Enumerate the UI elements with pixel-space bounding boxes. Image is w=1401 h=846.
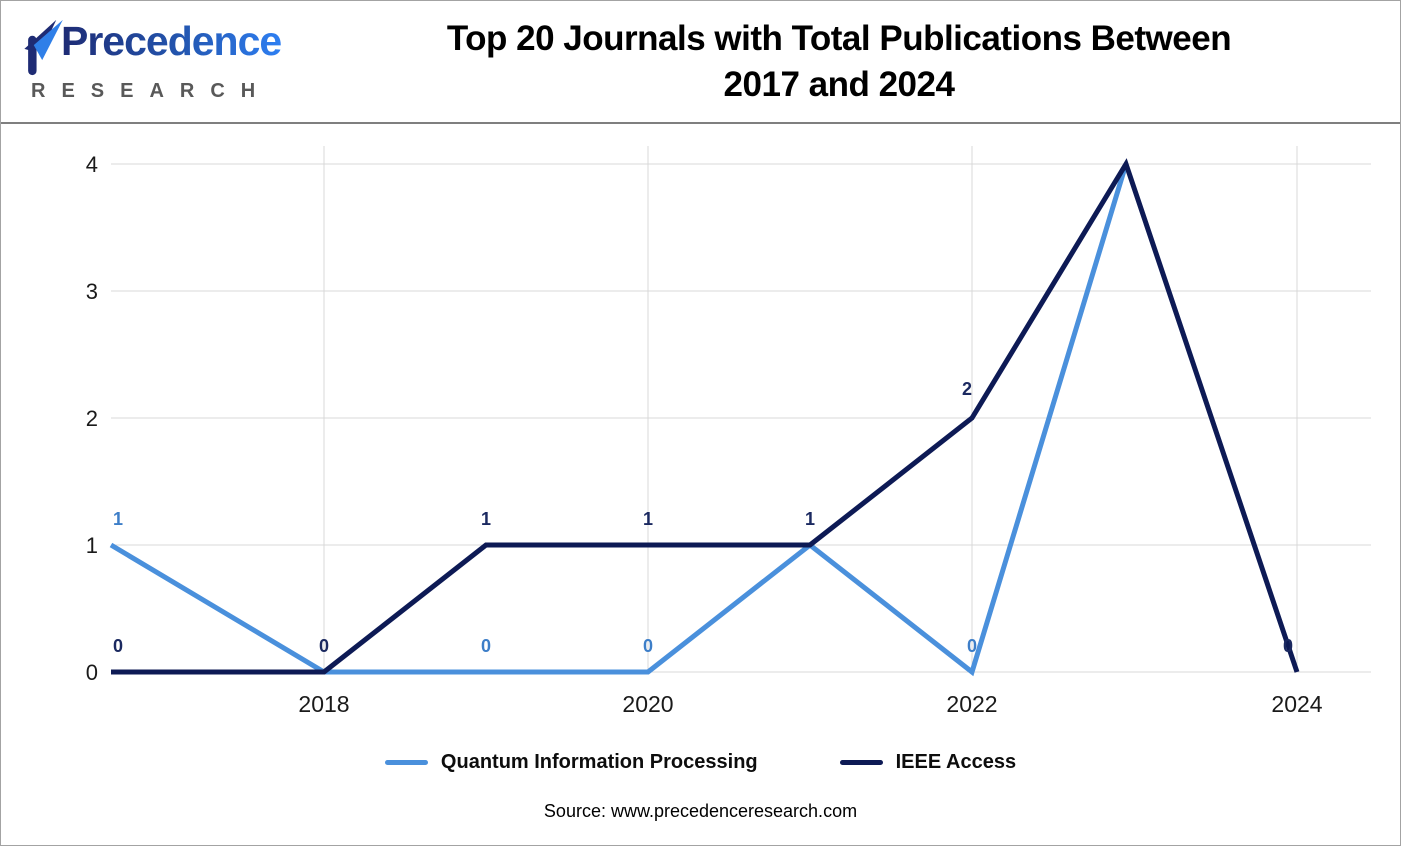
data-label: 0 (1283, 636, 1293, 656)
y-tick-label: 1 (86, 533, 98, 558)
data-label: 2 (962, 379, 972, 399)
data-label: 0 (481, 636, 491, 656)
legend-marker-line (384, 760, 428, 765)
data-label: 1 (113, 509, 123, 529)
chart-title-line1: Top 20 Journals with Total Publications … (446, 19, 1232, 58)
x-tick-label: 2024 (1271, 691, 1322, 717)
data-label: 0 (967, 636, 977, 656)
precedence-research-logo: Precedence RESEARCH (21, 15, 301, 103)
data-label: 1 (805, 509, 815, 529)
legend-label: IEEE Access (895, 751, 1017, 773)
chart-legend: Quantum Information Processing IEEE Acces… (1, 751, 1400, 774)
y-tick-label: 2 (86, 406, 98, 431)
header-divider (1, 122, 1400, 124)
legend-marker-line (839, 760, 883, 765)
data-label: 1 (481, 509, 491, 529)
legend-label: Quantum Information Processing (440, 751, 758, 773)
data-label: 0 (113, 636, 123, 656)
chart-title: Top 20 Journals with Total Publications … (284, 16, 1394, 108)
data-label: 0 (643, 636, 653, 656)
data-label: 1 (643, 509, 653, 529)
data-label: 0 (319, 636, 329, 656)
logo-sub-text: RESEARCH (31, 80, 272, 102)
chart-plot-area: 0 1 2 3 4 2018 2020 2022 2024 1 0 0 0 0 0 1 1 1 2 0 (1, 124, 1400, 744)
x-tick-label: 2018 (298, 691, 349, 717)
logo-brand-text: Precedence (61, 15, 282, 67)
y-tick-label: 3 (86, 279, 98, 304)
header: Precedence RESEARCH Top 20 Journals with… (1, 1, 1400, 124)
y-tick-label: 4 (86, 152, 98, 177)
precedence-pinwheel-icon (21, 17, 69, 82)
legend-item: Quantum Information Processing (384, 751, 758, 774)
y-tick-label: 0 (86, 660, 98, 685)
chart-title-line2: 2017 and 2024 (723, 65, 955, 104)
x-tick-label: 2022 (946, 691, 997, 717)
source-text: Source: www.precedenceresearch.com (543, 801, 858, 821)
x-tick-label: 2020 (622, 691, 673, 717)
series-line (111, 158, 1300, 675)
legend-item: IEEE Access (839, 751, 1017, 774)
